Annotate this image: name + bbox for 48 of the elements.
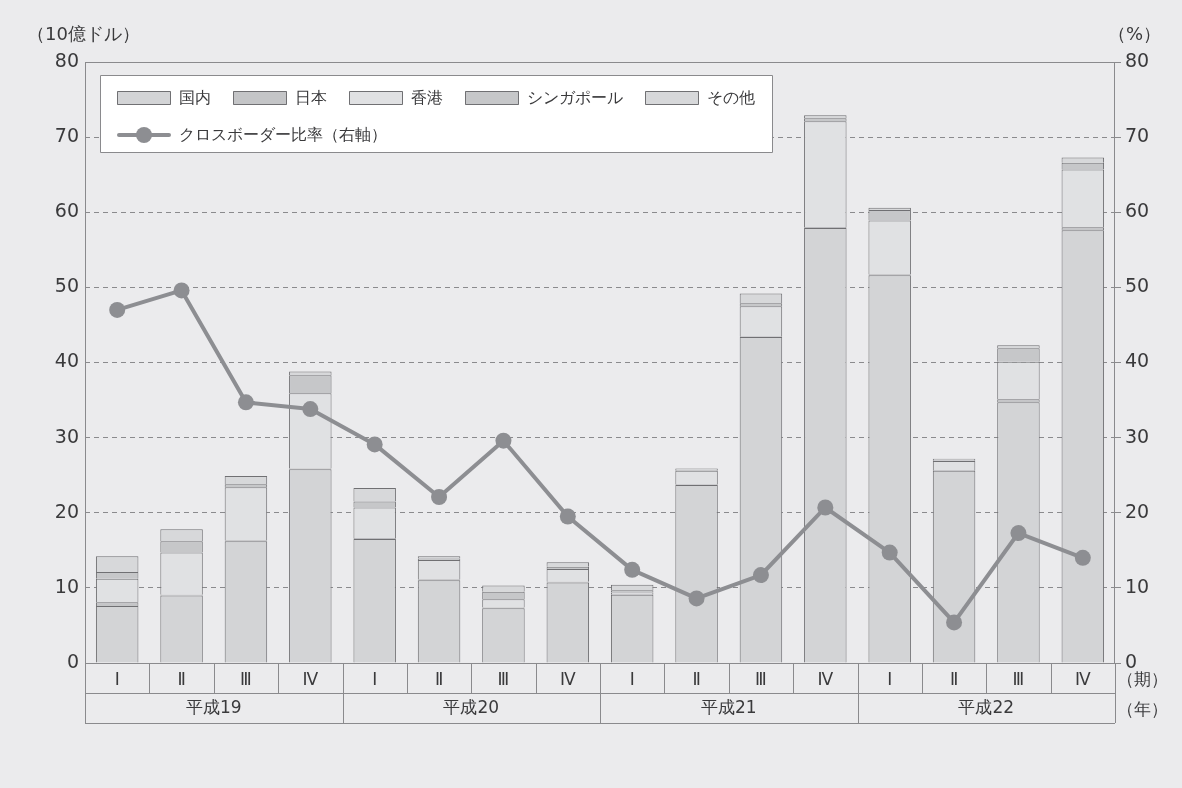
text: 平成21	[700, 697, 757, 718]
y2-tick-label: 80	[1125, 48, 1150, 71]
y2-tick-label: 50	[1125, 274, 1150, 297]
x-tick-label: Ⅳ	[1074, 668, 1091, 689]
y-tick-label: 40	[54, 349, 79, 372]
y-tick-label: 70	[54, 124, 79, 147]
y2-tick-label: 30	[1125, 424, 1150, 447]
x-tick-label: Ⅱ	[949, 668, 959, 689]
text: 平成19	[185, 697, 242, 718]
x-tick-label: Ⅲ	[240, 668, 252, 689]
legend-label: クロスボーダー比率（右軸）	[179, 125, 387, 145]
x-tick-label: Ⅱ	[692, 668, 701, 689]
text: 平成20	[443, 697, 500, 718]
y-tick-label: 80	[54, 48, 79, 71]
y-tick-label: 60	[54, 199, 79, 222]
text: （年）	[1117, 699, 1168, 720]
x-tick-label: Ⅱ	[434, 668, 444, 689]
y-tick-label: 50	[54, 274, 79, 297]
y2-tick-label: 20	[1125, 499, 1150, 522]
x-tick-label: Ⅰ	[372, 668, 378, 689]
x-tick-label: Ⅰ	[114, 668, 120, 689]
y-tick-label: 10	[54, 574, 79, 597]
legend-label: 国内	[179, 88, 211, 108]
y2-tick-label: 70	[1125, 124, 1150, 147]
x-tick-label: Ⅲ	[1012, 668, 1025, 689]
x-tick-label: Ⅲ	[755, 668, 767, 689]
legend-label: シンガポール	[527, 88, 623, 108]
y2-tick-label: 10	[1125, 574, 1150, 597]
y-tick-label: 20	[54, 499, 79, 522]
y-tick-label: 0	[66, 649, 79, 672]
y2-tick-label: 0	[1125, 649, 1138, 672]
y-axis-title: （10億ドル）	[27, 22, 140, 44]
legend-label: 香港	[411, 88, 443, 108]
legend-label: 日本	[295, 88, 327, 108]
legend-label: その他	[707, 88, 755, 108]
x-tick-label: Ⅳ	[302, 668, 319, 689]
y2-tick-label: 60	[1125, 199, 1150, 222]
x-tick-label: Ⅳ	[817, 668, 834, 689]
y2-axis-title: （%）	[1107, 22, 1161, 44]
x-tick-label: Ⅰ	[887, 668, 893, 689]
x-axis-title: （期）	[1117, 669, 1168, 690]
x-tick-label: Ⅲ	[497, 668, 510, 689]
y-tick-label: 30	[54, 424, 79, 447]
x-tick-label: Ⅰ	[629, 668, 635, 689]
x-tick-label: Ⅳ	[559, 668, 576, 689]
text: 平成22	[958, 697, 1015, 718]
y2-tick-label: 40	[1125, 349, 1150, 372]
x-tick-label: Ⅱ	[177, 668, 186, 689]
